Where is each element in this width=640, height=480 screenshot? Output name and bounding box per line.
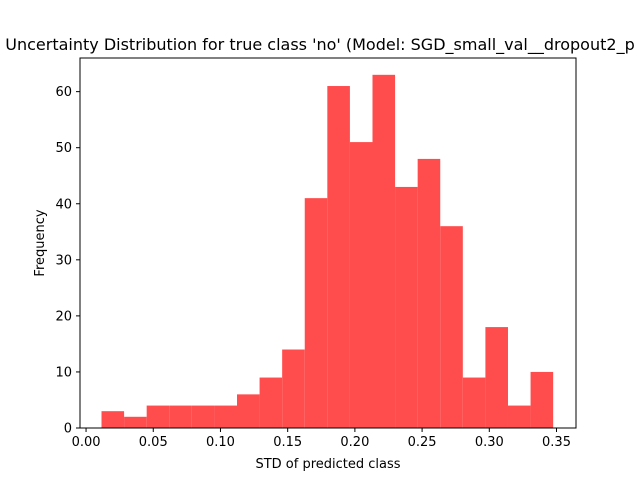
histogram-bar-19 — [530, 371, 554, 428]
x-tick-label-5: 0.25 — [408, 435, 437, 450]
histogram-bar-6 — [236, 394, 260, 428]
histogram-bar-14 — [417, 158, 441, 428]
histogram-bar-15 — [440, 226, 463, 428]
x-axis-ticks: 0.00 0.05 0.10 0.15 0.20 0.25 0.30 0.35 — [72, 428, 571, 450]
histogram-bar-5 — [214, 405, 237, 428]
chart-title: Uncertainty Distribution for true class … — [5, 35, 634, 55]
histogram-bar-1 — [124, 416, 147, 428]
x-tick-label-6: 0.30 — [475, 435, 504, 450]
y-tick-label-3: 30 — [55, 253, 72, 268]
histogram-bars — [101, 74, 554, 429]
histogram-bar-12 — [372, 74, 396, 429]
y-axis-ticks: 0 10 20 30 40 50 60 — [55, 85, 80, 437]
x-tick-label-0: 0.00 — [72, 435, 101, 450]
histogram-bar-17 — [485, 327, 508, 428]
histogram-bar-8 — [282, 349, 305, 428]
x-tick-label-3: 0.15 — [273, 435, 302, 450]
histogram-bar-7 — [259, 377, 283, 428]
histogram-bar-13 — [395, 186, 418, 428]
plot-frame — [79, 57, 577, 429]
y-tick-label-5: 50 — [55, 141, 72, 156]
histogram-bar-2 — [146, 405, 170, 428]
y-tick-label-4: 40 — [55, 197, 72, 212]
histogram-bar-9 — [304, 198, 328, 428]
x-axis-label: STD of predicted class — [255, 457, 400, 472]
histogram-bar-3 — [169, 405, 192, 428]
histogram-bar-18 — [507, 405, 531, 428]
y-tick-label-0: 0 — [64, 422, 72, 437]
y-tick-label-6: 60 — [55, 85, 72, 100]
histogram-bar-10 — [327, 86, 350, 428]
y-tick-label-1: 10 — [55, 365, 72, 380]
histogram-bar-16 — [462, 377, 486, 428]
histogram-bar-11 — [349, 142, 373, 428]
x-tick-label-7: 0.35 — [542, 435, 571, 450]
x-tick-label-1: 0.05 — [139, 435, 168, 450]
x-tick-label-2: 0.10 — [206, 435, 235, 450]
histogram-bar-0 — [101, 411, 125, 428]
y-tick-label-2: 20 — [55, 309, 72, 324]
histogram-bar-4 — [191, 405, 215, 428]
y-axis-label: Frequency — [33, 209, 48, 276]
x-tick-label-4: 0.20 — [340, 435, 369, 450]
